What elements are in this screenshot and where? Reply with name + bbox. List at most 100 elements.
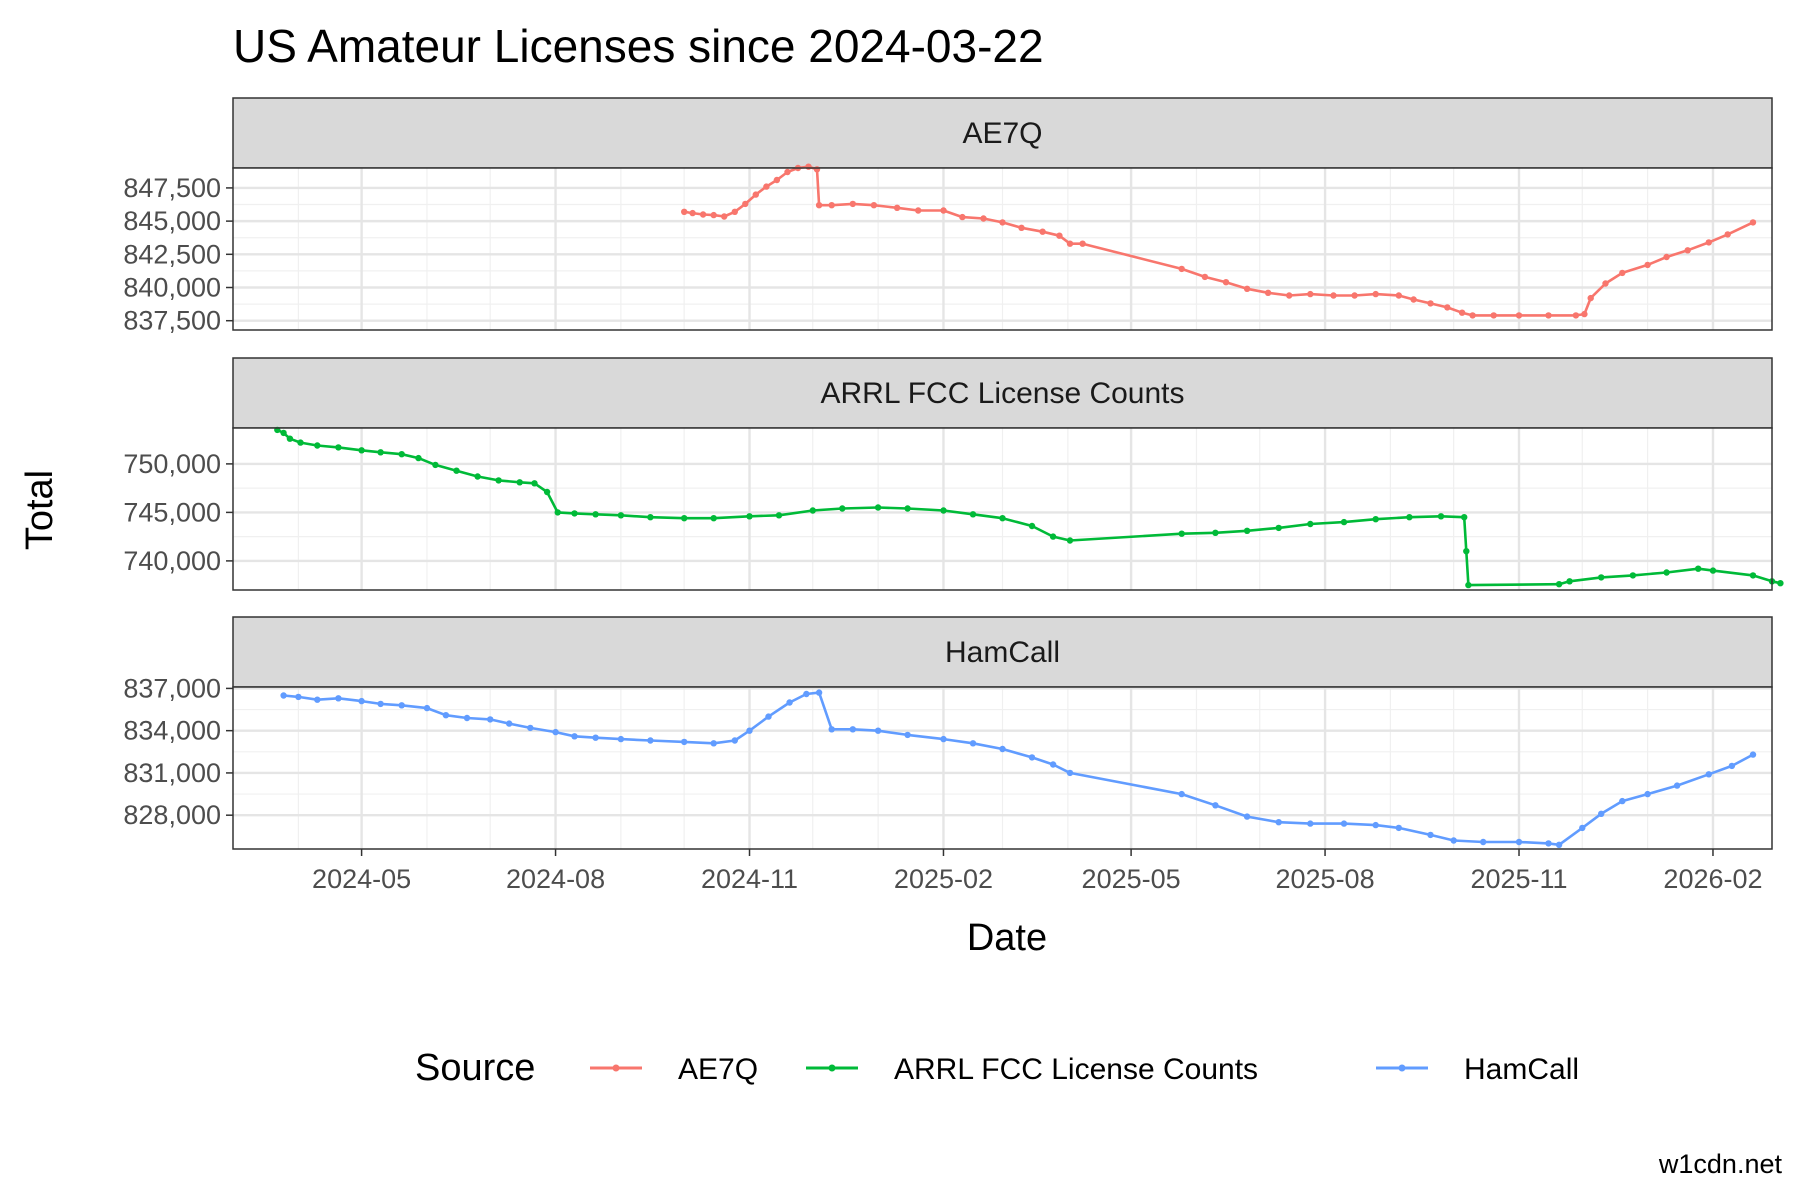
data-point: [280, 429, 287, 437]
data-point: [1275, 524, 1282, 532]
data-point: [904, 505, 911, 512]
data-point: [940, 207, 947, 214]
data-point: [1555, 841, 1563, 848]
data-point: [1598, 574, 1605, 581]
data-point: [1018, 224, 1025, 231]
data-point: [1056, 232, 1063, 239]
data-point: [1572, 312, 1580, 319]
x-axis: 2024-05 2024-08 2024-11 2025-02 2025-05 2025-…: [312, 849, 1763, 894]
data-point: [1372, 516, 1379, 523]
legend-key-point: [828, 1064, 836, 1072]
data-point: [398, 702, 405, 709]
data-point: [1410, 296, 1417, 303]
data-point: [554, 509, 561, 516]
data-point: [1307, 290, 1314, 298]
data-point: [1243, 527, 1251, 534]
data-point: [432, 461, 439, 469]
data-point: [592, 734, 599, 741]
x-tick-label: 2025-11: [1470, 864, 1567, 894]
data-point: [1066, 769, 1074, 777]
data-point: [1480, 838, 1487, 846]
legend-key-point: [1398, 1064, 1406, 1072]
data-point: [1275, 819, 1282, 826]
y-tick-label: 837,500: [123, 306, 221, 336]
data-point: [786, 699, 793, 706]
data-point: [1490, 312, 1497, 319]
data-point: [453, 467, 460, 474]
strip-background: [232, 616, 1773, 688]
legend-key: [590, 1064, 642, 1072]
data-point: [1465, 581, 1472, 589]
data-point: [377, 700, 384, 708]
data-point: [1212, 529, 1219, 536]
data-point: [295, 693, 302, 701]
data-point: [1705, 771, 1713, 778]
legend-title: Source: [415, 1047, 535, 1089]
data-point: [527, 724, 534, 732]
data-point: [809, 507, 816, 514]
data-point: [1579, 824, 1586, 832]
data-point: [314, 696, 321, 703]
data-point: [358, 447, 365, 454]
data-point: [297, 439, 304, 446]
data-point: [731, 208, 738, 215]
data-point: [571, 733, 578, 740]
data-point: [1372, 821, 1379, 829]
data-point: [1212, 802, 1219, 809]
data-point: [1201, 273, 1209, 281]
data-point: [1515, 312, 1523, 319]
y-tick-label: 840,000: [123, 273, 221, 303]
data-point: [999, 515, 1006, 522]
data-point: [1178, 790, 1185, 798]
data-point: [1444, 304, 1451, 311]
data-point: [1049, 761, 1057, 768]
data-point: [1222, 279, 1230, 286]
data-point: [1566, 578, 1573, 585]
data-point: [765, 713, 772, 720]
data-point: [1427, 300, 1434, 307]
data-point: [959, 213, 966, 221]
data-point: [999, 745, 1006, 753]
data-point: [1663, 569, 1670, 576]
chart-title: US Amateur Licenses since 2024-03-22: [233, 20, 1044, 72]
data-point: [1066, 240, 1074, 247]
panels: AE7Q837,500840,000842,500845,000847,500A…: [123, 97, 1784, 850]
data-point: [1066, 537, 1074, 544]
data-point: [1555, 581, 1563, 588]
panel-border: [232, 167, 1773, 331]
data-point: [1178, 530, 1185, 537]
data-point: [1469, 312, 1476, 319]
data-point: [495, 477, 502, 484]
data-point: [1709, 567, 1717, 574]
data-point: [1372, 290, 1379, 298]
x-tick-label: 2024-08: [506, 864, 605, 894]
data-point: [1264, 289, 1272, 296]
data-point: [552, 728, 559, 736]
data-point: [1629, 572, 1637, 579]
data-point: [487, 716, 494, 723]
data-point: [442, 712, 450, 719]
data-point: [870, 202, 878, 209]
legend-key-point: [612, 1064, 620, 1072]
data-point: [969, 511, 977, 518]
data-point: [592, 511, 599, 518]
data-point: [516, 479, 523, 486]
data-point: [1705, 239, 1713, 246]
data-point: [1395, 292, 1403, 299]
data-point: [681, 738, 688, 746]
data-point: [1028, 754, 1036, 761]
data-point: [1619, 797, 1626, 805]
data-point: [752, 191, 759, 198]
data-point: [1545, 840, 1552, 847]
data-point: [358, 697, 365, 705]
data-point: [1644, 261, 1651, 269]
data-point: [506, 720, 513, 727]
data-point: [314, 442, 321, 449]
legend-key: [1376, 1064, 1428, 1072]
data-point: [1395, 824, 1403, 832]
x-axis-title: Date: [967, 917, 1047, 959]
legend-key: [806, 1064, 858, 1072]
data-point: [904, 731, 911, 739]
data-point: [1749, 572, 1757, 579]
data-point: [463, 714, 471, 722]
